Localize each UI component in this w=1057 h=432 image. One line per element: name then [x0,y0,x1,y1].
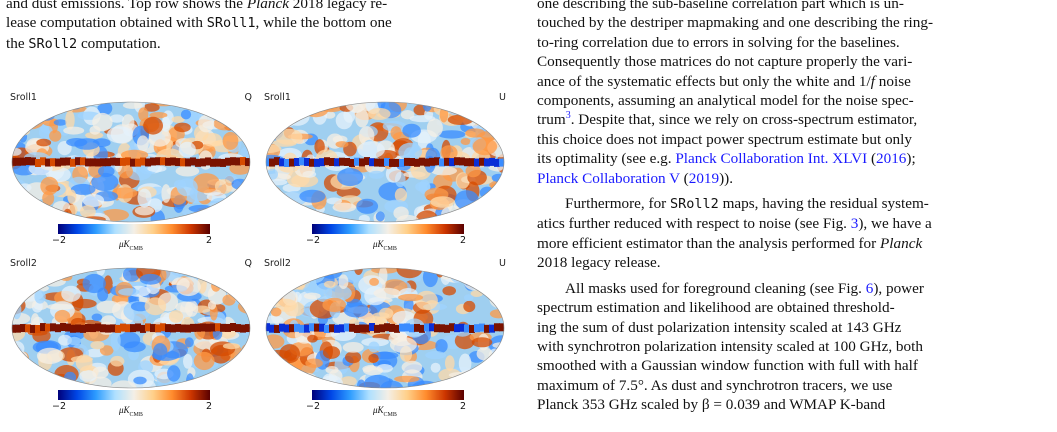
colorbar-min: −2 [306,401,321,412]
colorbar [312,224,464,234]
colorbar-unit: μKCMB [119,239,143,252]
colorbar-min: −2 [306,235,321,246]
citation-link[interactable]: Planck Collaboration V [537,169,680,187]
colorbar-max: 2 [206,401,213,412]
stokes-label: Q [244,92,252,103]
colorbar-max: 2 [206,235,213,246]
mollweide-map [11,267,251,389]
map-panel-sroll2-q: Sroll2 Q [6,258,256,418]
footnote-link[interactable]: 3 [565,110,571,122]
colorbar-max: 2 [460,235,467,246]
map-panel-sroll1-u: Sroll1 U [260,92,510,252]
colorbar-unit: μKCMB [373,405,397,418]
figure-ref-link[interactable]: 6 [865,279,874,297]
panel-label: Sroll1 [10,92,37,103]
colorbar-group: −2 2 μKCMB [6,258,256,428]
colorbar [58,390,210,400]
body-text: one describing the sub-baseline correlat… [537,0,934,414]
colorbar-unit: μKCMB [373,239,397,252]
panel-label: Sroll2 [264,258,291,269]
figure-ref-link[interactable]: 3 [850,215,859,233]
colorbar-group: −2 2 μKCMB [6,92,256,262]
mollweide-map [265,101,505,223]
stokes-label: U [499,258,506,269]
colorbar [58,224,210,234]
citation-year-link[interactable]: 2016 [876,150,907,168]
colorbar-max: 2 [460,401,467,412]
mollweide-map [11,101,251,223]
mollweide-map [265,267,505,389]
colorbar-min: −2 [52,235,67,246]
colorbar [312,390,464,400]
figure-caption: and dust emissions. Top row shows the Pl… [6,0,392,52]
colorbar-group: −2 2 μKCMB [260,92,510,262]
citation-year-link[interactable]: 2019 [688,169,720,187]
panel-label: Sroll2 [10,258,37,269]
colorbar-min: −2 [52,401,67,412]
map-panel-sroll2-u: Sroll2 U [260,258,510,418]
colorbar-group: −2 2 μKCMB [260,258,510,428]
colorbar-unit: μKCMB [119,405,143,418]
citation-link[interactable]: Planck Collaboration Int. XLVI [675,150,868,168]
stokes-label: Q [244,258,252,269]
map-panel-sroll1-q: Sroll1 Q [6,92,256,252]
panel-label: Sroll1 [264,92,291,103]
stokes-label: U [499,92,506,103]
